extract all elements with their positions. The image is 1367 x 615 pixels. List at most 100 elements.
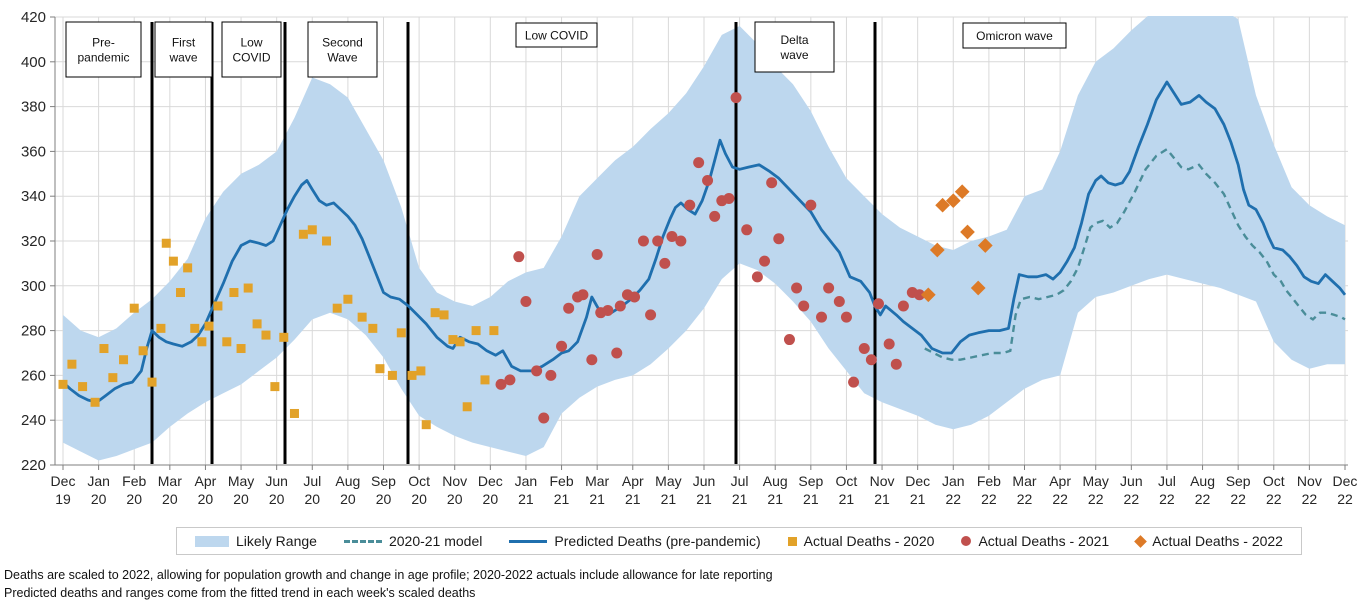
svg-text:Dec: Dec [905, 473, 930, 489]
svg-text:300: 300 [21, 278, 46, 295]
legend-swatch-diamond-icon [1134, 534, 1148, 548]
legend-swatch-square-icon [787, 536, 797, 546]
svg-text:21: 21 [874, 491, 890, 507]
svg-text:Jan: Jan [942, 473, 965, 489]
chart-footnotes: Deaths are scaled to 2022, allowing for … [4, 566, 773, 602]
svg-text:Jun: Jun [1120, 473, 1143, 489]
svg-text:380: 380 [21, 99, 46, 116]
svg-text:240: 240 [21, 412, 46, 429]
svg-text:20: 20 [447, 491, 463, 507]
svg-text:21: 21 [839, 491, 855, 507]
svg-text:22: 22 [1302, 491, 1318, 507]
predicted-deaths-line [62, 80, 1347, 404]
svg-text:Aug: Aug [335, 473, 360, 489]
svg-text:Apr: Apr [622, 473, 644, 489]
svg-text:Delta: Delta [780, 33, 808, 47]
svg-text:22: 22 [1017, 491, 1033, 507]
svg-text:22: 22 [1337, 491, 1353, 507]
svg-text:Apr: Apr [1049, 473, 1071, 489]
svg-text:wave: wave [168, 51, 197, 65]
svg-text:20: 20 [198, 491, 214, 507]
deaths-chart-svg: Pre-pandemicFirstwaveLowCOVIDSecondWaveL… [21, 9, 1357, 507]
svg-text:22: 22 [945, 491, 961, 507]
svg-text:20: 20 [340, 491, 356, 507]
svg-text:Oct: Oct [1263, 473, 1285, 489]
svg-text:Low: Low [240, 36, 262, 50]
svg-text:Jun: Jun [693, 473, 716, 489]
period-box-omicron-wave: Omicron wave [962, 22, 1067, 49]
legend-item-actual_2022: Actual Deaths - 2022 [1134, 533, 1283, 549]
legend-label: Actual Deaths - 2022 [1152, 533, 1283, 549]
svg-text:Dec: Dec [51, 473, 76, 489]
svg-text:wave: wave [779, 48, 808, 62]
svg-text:20: 20 [483, 491, 499, 507]
svg-text:Wave: Wave [327, 51, 358, 65]
legend-swatch-band-icon [195, 535, 229, 547]
svg-text:Mar: Mar [585, 473, 609, 489]
svg-text:21: 21 [767, 491, 783, 507]
legend-label: 2020-21 model [388, 533, 483, 549]
svg-text:21: 21 [661, 491, 677, 507]
likely-range-band [63, 16, 1345, 461]
svg-text:Oct: Oct [408, 473, 430, 489]
svg-text:340: 340 [21, 188, 46, 205]
deaths-chart: Pre-pandemic First wave Low COVID Second Wave L… [21, 9, 1357, 507]
svg-text:pandemic: pandemic [77, 51, 129, 65]
svg-text:21: 21 [696, 491, 712, 507]
svg-text:21: 21 [910, 491, 926, 507]
svg-text:20: 20 [304, 491, 320, 507]
period-box-low-covid-2: Low COVID [515, 22, 598, 48]
svg-text:Jul: Jul [303, 473, 321, 489]
actual-2021-points [495, 92, 925, 424]
y-axis-labels: 220 240 260 280 300 320 340 360 380 400 420 [21, 9, 46, 474]
svg-text:20: 20 [376, 491, 392, 507]
legend-item-actual_2020: Actual Deaths - 2020 [787, 533, 935, 549]
svg-text:20: 20 [269, 491, 285, 507]
axes [50, 16, 1348, 470]
legend-swatch-circle-icon [961, 536, 972, 546]
svg-text:21: 21 [554, 491, 570, 507]
svg-text:Apr: Apr [195, 473, 217, 489]
svg-text:Dec: Dec [478, 473, 503, 489]
svg-text:21: 21 [589, 491, 605, 507]
svg-text:20: 20 [162, 491, 178, 507]
svg-text:420: 420 [21, 9, 46, 26]
svg-text:Jul: Jul [731, 473, 749, 489]
svg-text:22: 22 [1124, 491, 1140, 507]
svg-text:22: 22 [1052, 491, 1068, 507]
svg-text:Low COVID: Low COVID [525, 29, 589, 43]
legend-item-actual_2021: Actual Deaths - 2021 [961, 533, 1109, 549]
svg-text:Nov: Nov [870, 473, 895, 489]
svg-text:22: 22 [1195, 491, 1211, 507]
period-box-pre-pandemic: Pre-pandemic [65, 21, 142, 78]
svg-text:320: 320 [21, 233, 46, 250]
svg-text:First: First [172, 36, 196, 50]
svg-text:Nov: Nov [442, 473, 467, 489]
svg-text:Aug: Aug [763, 473, 788, 489]
svg-text:May: May [228, 473, 254, 489]
legend-label: Likely Range [236, 533, 317, 549]
svg-text:Oct: Oct [836, 473, 858, 489]
legend-label: Actual Deaths - 2020 [803, 533, 935, 549]
model-2021-line [924, 147, 1346, 361]
svg-text:Feb: Feb [122, 473, 146, 489]
legend-swatch-dash-icon [343, 539, 382, 543]
svg-text:Sep: Sep [371, 473, 396, 489]
svg-text:Omicron wave: Omicron wave [976, 29, 1053, 43]
svg-text:260: 260 [21, 367, 46, 384]
svg-text:20: 20 [411, 491, 427, 507]
svg-text:Feb: Feb [977, 473, 1001, 489]
svg-text:22: 22 [1266, 491, 1282, 507]
legend-label: Actual Deaths - 2021 [978, 533, 1110, 549]
legend-item-predicted: Predicted Deaths (pre-pandemic) [509, 533, 761, 549]
svg-text:Mar: Mar [158, 473, 182, 489]
svg-text:22: 22 [1159, 491, 1175, 507]
svg-text:20: 20 [233, 491, 249, 507]
svg-text:Jul: Jul [1158, 473, 1176, 489]
legend-label: Predicted Deaths (pre-pandemic) [554, 533, 761, 549]
svg-text:360: 360 [21, 143, 46, 160]
svg-text:Feb: Feb [549, 473, 573, 489]
svg-text:Mar: Mar [1012, 473, 1036, 489]
